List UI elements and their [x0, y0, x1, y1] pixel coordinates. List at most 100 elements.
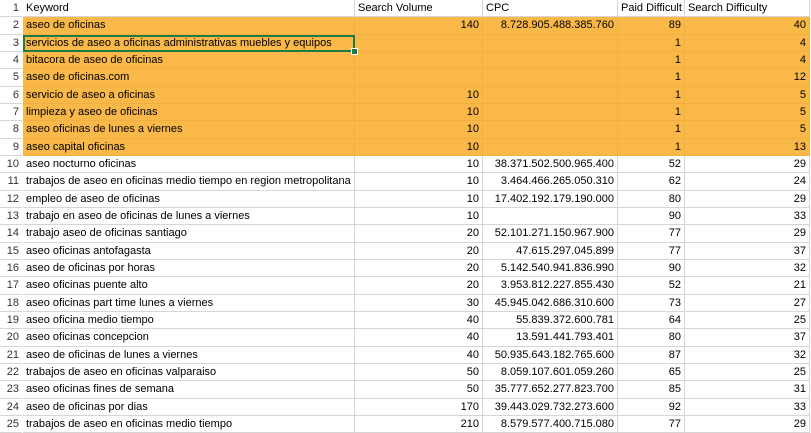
cell-search-volume[interactable]: 10: [355, 121, 483, 139]
row-number[interactable]: 10: [0, 155, 22, 174]
cell-cpc[interactable]: 47.615.297.045.899: [483, 242, 618, 260]
cell-search-volume[interactable]: 10: [355, 86, 483, 104]
cell-keyword[interactable]: aseo oficinas antofagasta: [23, 242, 355, 260]
cell-keyword[interactable]: aseo oficina medio tiempo: [23, 311, 355, 330]
cell-search-volume[interactable]: 20: [355, 225, 483, 243]
cell-paid-difficulty[interactable]: 1: [618, 103, 685, 122]
cell-keyword[interactable]: aseo oficinas de lunes a viernes: [23, 121, 355, 139]
cell-paid-difficulty[interactable]: 73: [618, 294, 685, 312]
row-number[interactable]: 22: [0, 363, 22, 382]
cell-search-difficulty[interactable]: 12: [685, 69, 810, 87]
cell-search-volume[interactable]: 40: [355, 346, 483, 364]
cell-cpc[interactable]: [483, 207, 618, 226]
header-search-volume[interactable]: Search Volume: [355, 0, 483, 18]
cell-cpc[interactable]: 17.402.192.179.190.000: [483, 190, 618, 208]
cell-keyword[interactable]: trabajos de aseo en oficinas medio tiemp…: [23, 173, 355, 191]
cell-search-volume[interactable]: [355, 69, 483, 87]
cell-search-volume[interactable]: 40: [355, 311, 483, 330]
cell-paid-difficulty[interactable]: 77: [618, 415, 685, 433]
cell-search-difficulty[interactable]: 31: [685, 381, 810, 399]
row-number[interactable]: 21: [0, 346, 22, 364]
cell-keyword[interactable]: aseo oficinas fines de semana: [23, 381, 355, 399]
row-number[interactable]: 23: [0, 381, 22, 399]
cell-cpc[interactable]: 3.464.466.265.050.310: [483, 173, 618, 191]
cell-paid-difficulty[interactable]: 52: [618, 277, 685, 295]
cell-cpc[interactable]: 8.728.905.488.385.760: [483, 17, 618, 35]
cell-search-volume[interactable]: 50: [355, 363, 483, 382]
row-number[interactable]: 19: [0, 311, 22, 330]
cell-cpc[interactable]: 45.945.042.686.310.600: [483, 294, 618, 312]
cell-paid-difficulty[interactable]: 77: [618, 225, 685, 243]
cell-search-volume[interactable]: 140: [355, 17, 483, 35]
row-number[interactable]: 24: [0, 398, 22, 416]
cell-search-difficulty[interactable]: 4: [685, 34, 810, 52]
cell-search-difficulty[interactable]: 24: [685, 173, 810, 191]
row-number[interactable]: 12: [0, 190, 22, 208]
cell-cpc[interactable]: [483, 86, 618, 104]
cell-search-difficulty[interactable]: 5: [685, 103, 810, 122]
cell-paid-difficulty[interactable]: 1: [618, 121, 685, 139]
cell-keyword[interactable]: aseo de oficinas.com: [23, 69, 355, 87]
cell-cpc[interactable]: 13.591.441.793.401: [483, 329, 618, 347]
cell-cpc[interactable]: [483, 34, 618, 52]
cell-paid-difficulty[interactable]: 89: [618, 17, 685, 35]
fill-handle[interactable]: [351, 47, 358, 55]
cell-search-difficulty[interactable]: 29: [685, 155, 810, 174]
row-number[interactable]: 14: [0, 225, 22, 243]
row-number[interactable]: 9: [0, 138, 22, 156]
cell-search-volume[interactable]: 210: [355, 415, 483, 433]
cell-search-difficulty[interactable]: 25: [685, 311, 810, 330]
row-number[interactable]: 2: [0, 17, 22, 35]
cell-search-volume[interactable]: 10: [355, 155, 483, 174]
cell-search-difficulty[interactable]: 27: [685, 294, 810, 312]
cell-cpc[interactable]: [483, 121, 618, 139]
cell-keyword[interactable]: servicio de aseo a oficinas: [23, 86, 355, 104]
cell-keyword[interactable]: aseo oficinas part time lunes a viernes: [23, 294, 355, 312]
header-keyword[interactable]: Keyword: [23, 0, 355, 18]
cell-keyword[interactable]: trabajo aseo de oficinas santiago: [23, 225, 355, 243]
row-number[interactable]: 1: [0, 0, 22, 18]
cell-keyword[interactable]: aseo de oficinas de lunes a viernes: [23, 346, 355, 364]
row-number[interactable]: 11: [0, 173, 22, 191]
cell-paid-difficulty[interactable]: 62: [618, 173, 685, 191]
cell-keyword[interactable]: aseo de oficinas por horas: [23, 259, 355, 278]
cell-search-difficulty[interactable]: 29: [685, 415, 810, 433]
cell-keyword[interactable]: empleo de aseo de oficinas: [23, 190, 355, 208]
cell-search-volume[interactable]: 40: [355, 329, 483, 347]
cell-cpc[interactable]: 55.839.372.600.781: [483, 311, 618, 330]
cell-keyword[interactable]: aseo oficinas concepcion: [23, 329, 355, 347]
cell-search-difficulty[interactable]: 37: [685, 242, 810, 260]
cell-cpc[interactable]: 5.142.540.941.836.990: [483, 259, 618, 278]
cell-cpc[interactable]: 52.101.271.150.967.900: [483, 225, 618, 243]
cell-search-volume[interactable]: 170: [355, 398, 483, 416]
cell-cpc[interactable]: [483, 69, 618, 87]
cell-cpc[interactable]: [483, 103, 618, 122]
cell-cpc[interactable]: 39.443.029.732.273.600: [483, 398, 618, 416]
cell-paid-difficulty[interactable]: 1: [618, 86, 685, 104]
row-number[interactable]: 7: [0, 103, 22, 122]
cell-keyword[interactable]: bitacora de aseo de oficinas: [23, 51, 355, 70]
cell-keyword[interactable]: aseo capital oficinas: [23, 138, 355, 156]
cell-keyword[interactable]: trabajos de aseo en oficinas valparaiso: [23, 363, 355, 382]
cell-paid-difficulty[interactable]: 1: [618, 51, 685, 70]
cell-search-volume[interactable]: 10: [355, 190, 483, 208]
row-number[interactable]: 8: [0, 121, 22, 139]
cell-paid-difficulty[interactable]: 1: [618, 34, 685, 52]
cell-cpc[interactable]: 8.059.107.601.059.260: [483, 363, 618, 382]
cell-keyword[interactable]: limpieza y aseo de oficinas: [23, 103, 355, 122]
cell-paid-difficulty[interactable]: 77: [618, 242, 685, 260]
cell-keyword[interactable]: aseo oficinas puente alto: [23, 277, 355, 295]
cell-cpc[interactable]: 50.935.643.182.765.600: [483, 346, 618, 364]
row-number[interactable]: 13: [0, 207, 22, 226]
row-number[interactable]: 18: [0, 294, 22, 312]
row-number[interactable]: 25: [0, 415, 22, 433]
cell-search-difficulty[interactable]: 5: [685, 86, 810, 104]
cell-search-difficulty[interactable]: 32: [685, 259, 810, 278]
cell-search-volume[interactable]: 10: [355, 207, 483, 226]
cell-search-volume[interactable]: 10: [355, 103, 483, 122]
cell-keyword[interactable]: trabajos de aseo en oficinas medio tiemp…: [23, 415, 355, 433]
cell-search-difficulty[interactable]: 21: [685, 277, 810, 295]
cell-search-difficulty[interactable]: 40: [685, 17, 810, 35]
cell-paid-difficulty[interactable]: 90: [618, 259, 685, 278]
cell-cpc[interactable]: [483, 51, 618, 70]
